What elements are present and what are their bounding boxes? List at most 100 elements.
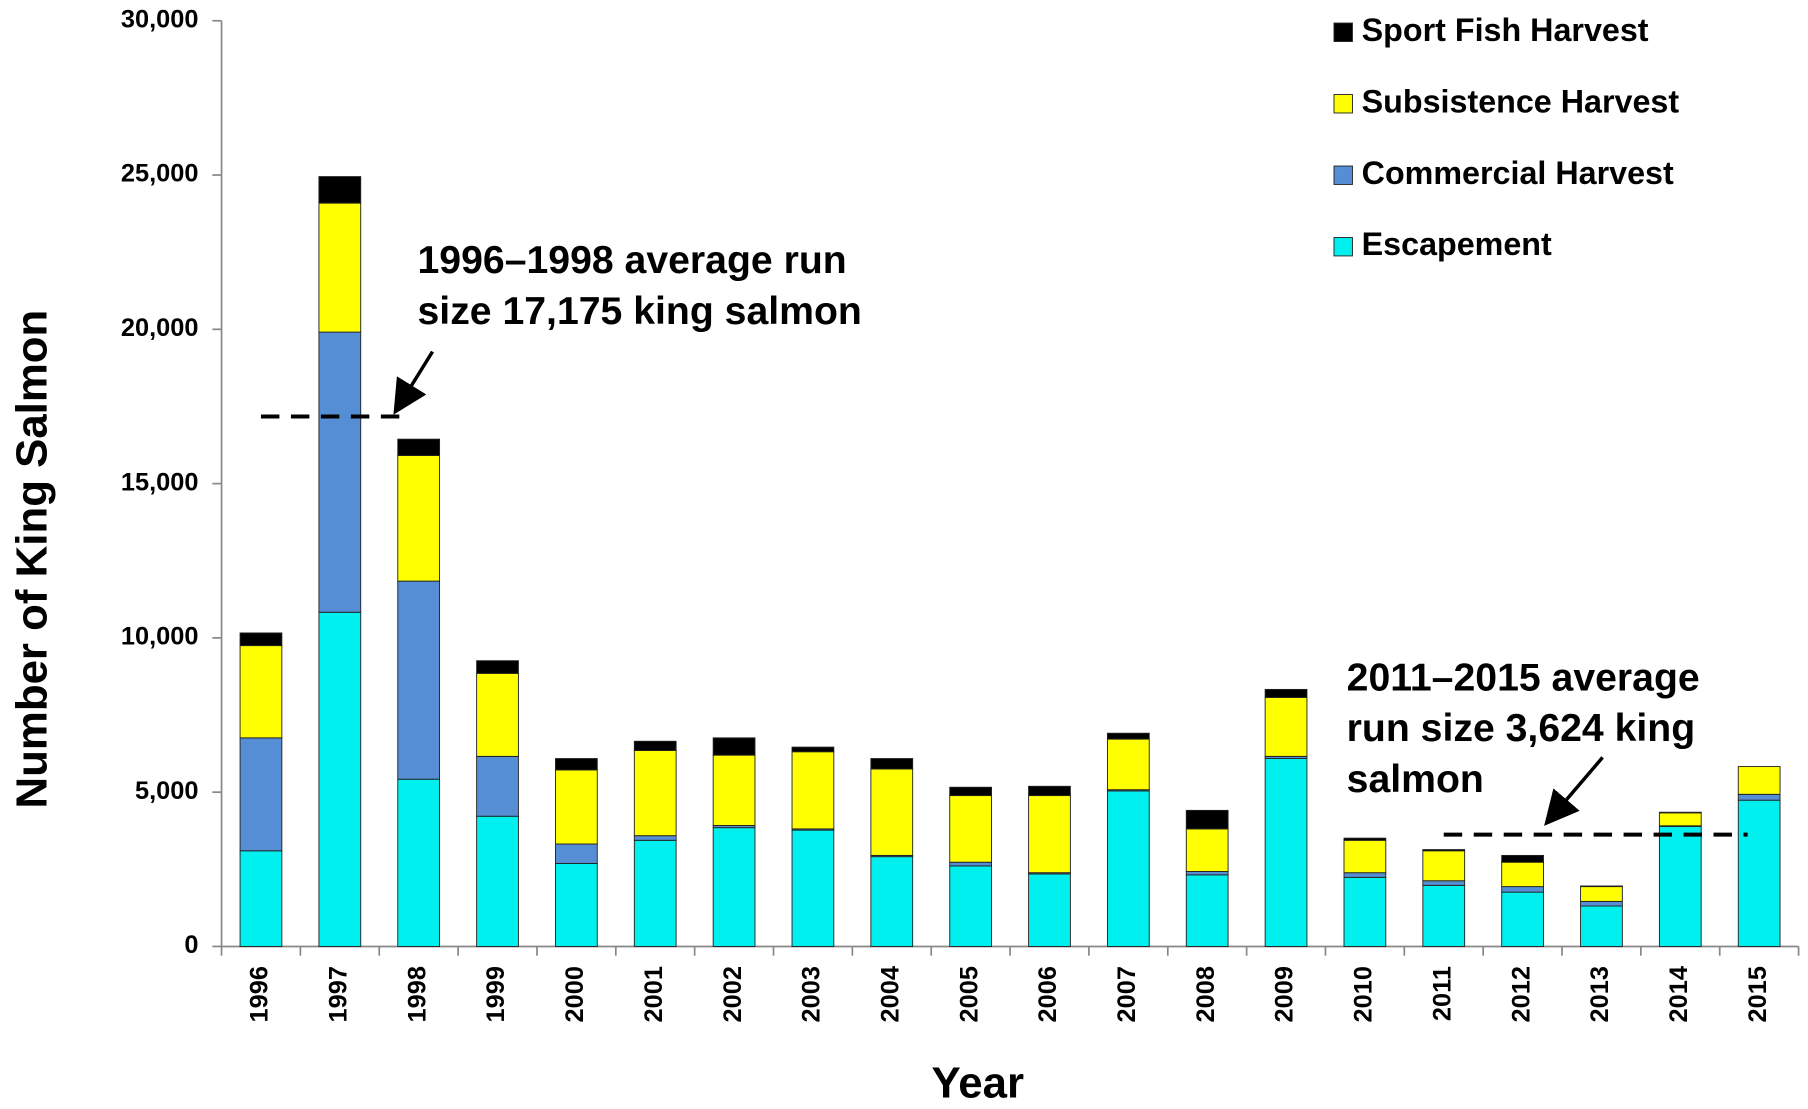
bar-segment: [949, 786, 992, 797]
x-tick-label: 2014: [1665, 966, 1693, 1022]
legend-swatch: [1333, 237, 1353, 257]
bar-segment: [791, 829, 835, 947]
bar-segment: [1343, 839, 1387, 874]
x-tick-label: 2015: [1744, 966, 1772, 1022]
y-axis-title: Number of King Salmon: [7, 310, 56, 809]
annotation-arrow: [1544, 756, 1604, 826]
x-tick-label: 1999: [482, 966, 510, 1022]
bar-segment: [1737, 793, 1781, 801]
bar-segment: [1501, 854, 1544, 863]
y-tick-label: 20,000: [121, 314, 199, 342]
bar-segment: [1580, 885, 1623, 888]
annotation-text: 1996–1998 average run: [418, 239, 847, 282]
bar-segment: [1501, 861, 1544, 888]
annotation-text: 2011–2015 average: [1347, 657, 1700, 700]
bar-segment: [1028, 785, 1071, 797]
y-tick-label: 25,000: [121, 160, 199, 188]
annotation-text: run size 3,624 king: [1347, 707, 1695, 750]
y-tick-label: 5,000: [135, 777, 198, 805]
legend-label: Subsistence Harvest: [1362, 83, 1680, 119]
legend-swatch: [1333, 94, 1353, 114]
bar-segment: [397, 438, 441, 456]
legend-label: Commercial Harvest: [1362, 155, 1674, 191]
bar-segment: [239, 645, 283, 739]
annotation-arrow: [393, 350, 434, 415]
x-tick-label: 2005: [955, 966, 983, 1022]
bar-segment: [712, 737, 756, 756]
legend-label: Sport Fish Harvest: [1362, 12, 1649, 48]
bar-segment: [870, 758, 914, 770]
bar-segment: [1106, 790, 1150, 947]
bar-segment: [1264, 696, 1308, 757]
bar-segment: [1737, 799, 1781, 947]
bar-segment: [1185, 828, 1229, 872]
x-tick-label: 2008: [1192, 966, 1220, 1022]
y-tick-label: 0: [184, 931, 198, 959]
bar-segment: [1106, 732, 1150, 740]
bar-segment: [1422, 884, 1466, 947]
bar-segment: [870, 768, 914, 856]
bar-segment: [239, 737, 283, 852]
bar-segment: [1501, 891, 1544, 947]
bar-segment: [1106, 738, 1150, 791]
x-tick-label: 1998: [403, 966, 431, 1022]
bar-segment: [1658, 812, 1702, 827]
x-tick-label: 2009: [1271, 966, 1299, 1022]
bar-segment: [1580, 900, 1623, 907]
bar-segment: [1028, 873, 1071, 947]
bar-segment: [1422, 880, 1466, 886]
bar-segment: [1422, 850, 1466, 882]
x-tick-label: 2001: [640, 966, 668, 1022]
x-tick-label: 2006: [1034, 966, 1062, 1022]
legend-swatch: [1333, 22, 1353, 42]
bar-segment: [633, 750, 677, 837]
bar-segment: [397, 580, 441, 780]
legend-label: Escapement: [1362, 226, 1552, 262]
bar-segment: [1580, 905, 1623, 947]
legend-swatch: [1333, 165, 1353, 185]
bar-segment: [633, 839, 677, 947]
x-tick-label: 2000: [561, 966, 589, 1022]
bar-segment: [1185, 874, 1229, 947]
bar-segment: [1028, 795, 1071, 874]
bar-segment: [476, 660, 519, 674]
bar-segment: [555, 758, 598, 771]
x-tick-label: 2013: [1586, 966, 1614, 1022]
bar-segment: [1264, 758, 1308, 947]
x-tick-label: 2010: [1350, 966, 1378, 1022]
bar-segment: [555, 769, 598, 845]
bar-segment: [239, 632, 283, 647]
bar-segment: [239, 850, 283, 947]
bar-segment: [870, 856, 914, 947]
y-tick-label: 15,000: [121, 468, 199, 496]
bar-segment: [1580, 886, 1623, 902]
bar-segment: [1737, 766, 1781, 795]
x-axis-title: Year: [931, 1059, 1024, 1108]
x-tick-label: 1996: [246, 966, 274, 1022]
x-tick-label: 2012: [1507, 966, 1535, 1022]
bar-segment: [949, 795, 992, 863]
bar-segment: [791, 746, 835, 753]
annotation-text: size 17,175 king salmon: [418, 290, 862, 333]
bar-segment: [318, 176, 362, 204]
bar-segment: [397, 455, 441, 582]
bar-segment: [633, 740, 677, 751]
bar-segment: [1658, 825, 1702, 947]
bar-segment: [791, 751, 835, 830]
x-tick-label: 2007: [1113, 966, 1141, 1022]
x-tick-label: 2002: [719, 966, 747, 1022]
bar-segment: [949, 861, 992, 867]
annotation-text: salmon: [1347, 758, 1484, 801]
bar-segment: [555, 862, 598, 947]
bar-segment: [1185, 809, 1229, 830]
bar-segment: [555, 843, 598, 864]
bar-segment: [476, 672, 519, 757]
bar-segment: [318, 202, 362, 333]
y-tick-label: 30,000: [121, 5, 199, 33]
bar-segment: [1185, 871, 1229, 876]
x-tick-label: 2011: [1428, 966, 1456, 1021]
x-tick-label: 2004: [876, 966, 904, 1022]
bar-segment: [476, 815, 519, 947]
bar-segment: [1422, 849, 1466, 852]
